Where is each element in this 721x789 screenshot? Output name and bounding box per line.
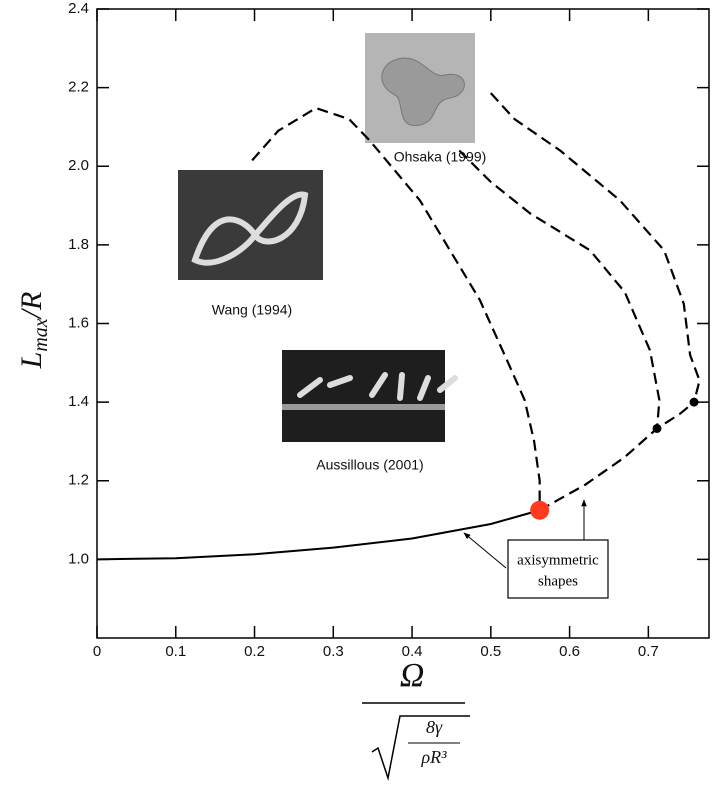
y-tick-label: 2.2 bbox=[68, 79, 89, 96]
curve bbox=[458, 149, 661, 429]
y-tick-label: 1.4 bbox=[68, 393, 89, 410]
inset-shape bbox=[381, 57, 465, 126]
curve bbox=[539, 401, 695, 512]
inset-shape bbox=[282, 404, 445, 410]
x-tick-label: 0.7 bbox=[638, 643, 659, 660]
inset-caption: Ohsaka (1999) bbox=[394, 149, 487, 165]
radical bbox=[371, 715, 470, 781]
curve bbox=[96, 509, 540, 561]
y-tick-label: 1.8 bbox=[68, 236, 89, 253]
x-tick-label: 0.3 bbox=[323, 643, 344, 660]
x-tick-label: 0.2 bbox=[244, 643, 265, 660]
annotation-text: shapes bbox=[538, 573, 578, 589]
point bbox=[530, 500, 550, 520]
annotation-box bbox=[507, 539, 609, 599]
y-tick-label: 1.2 bbox=[68, 472, 89, 489]
annotation-text: axisymmetric bbox=[517, 552, 599, 568]
curve bbox=[251, 106, 541, 511]
x-axis-label: Ω bbox=[400, 657, 425, 694]
y-tick-label: 2.4 bbox=[68, 0, 89, 17]
x-tick-label: 0.6 bbox=[559, 643, 580, 660]
inset-caption: Wang (1994) bbox=[212, 302, 292, 318]
annotation-arrow bbox=[463, 532, 507, 569]
x-tick-label: 0 bbox=[93, 643, 101, 660]
x-tick-label: 0.1 bbox=[165, 643, 186, 660]
y-tick-label: 1.0 bbox=[68, 550, 89, 567]
inset-shape bbox=[191, 191, 309, 266]
x-axis-label-denominator-bottom: ρR³ bbox=[420, 747, 447, 767]
y-tick-label: 2.0 bbox=[68, 157, 89, 174]
point bbox=[652, 423, 662, 433]
curve bbox=[490, 92, 701, 403]
point bbox=[689, 397, 699, 407]
x-tick-label: 0.4 bbox=[402, 643, 423, 660]
inset-caption: Aussillous (2001) bbox=[316, 457, 423, 473]
y-tick-label: 1.6 bbox=[68, 314, 89, 331]
x-axis-label-denominator-top: 8γ bbox=[426, 717, 443, 737]
inset-shape bbox=[297, 372, 458, 401]
x-tick-label: 0.5 bbox=[480, 643, 501, 660]
y-axis-label: Lmax/R bbox=[15, 292, 52, 370]
